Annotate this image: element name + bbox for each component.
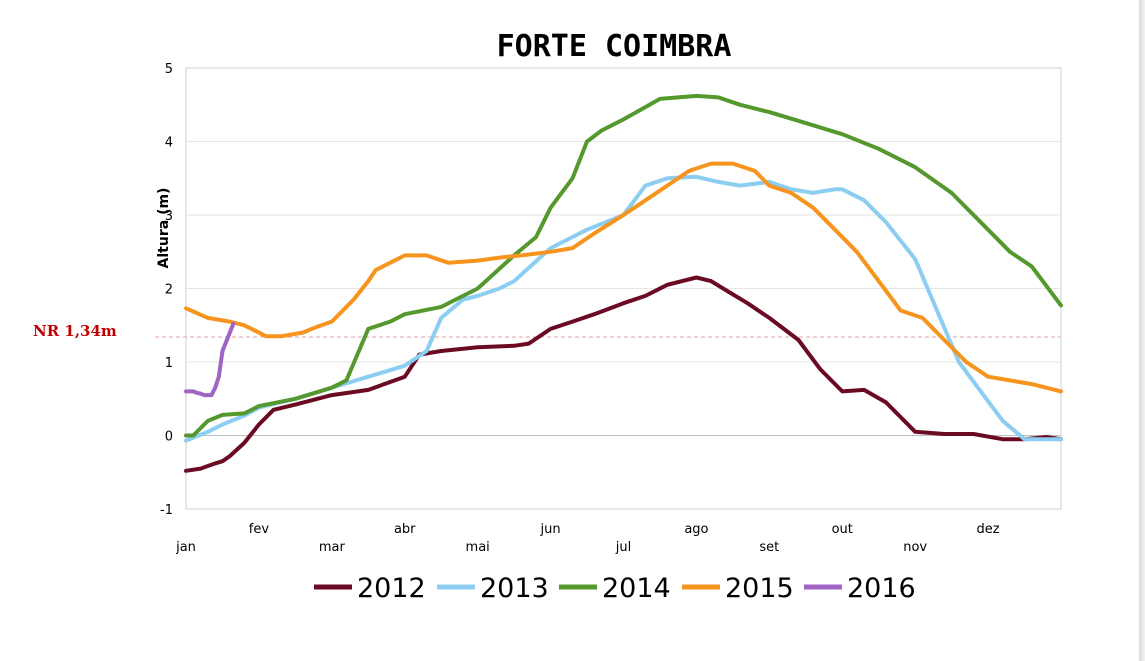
y-tick-label: 1 [165, 356, 173, 371]
legend-label: 2016 [847, 573, 916, 604]
x-tick-label: dez [977, 522, 1000, 537]
y-tick-labels: 5 4 3 2 1 0 -1 [160, 62, 173, 518]
x-tick-label: jan [175, 540, 196, 555]
x-tick-label: nov [903, 540, 927, 555]
y-tick-label: 0 [165, 430, 173, 445]
window-edge [1139, 0, 1145, 661]
chart-title: FORTE COIMBRA [497, 29, 732, 64]
y-tick-label: -1 [160, 503, 173, 518]
x-tick-label: jul [615, 540, 631, 555]
reference-line-label: NR 1,34m [33, 322, 117, 340]
x-tick-label: mai [466, 540, 490, 555]
x-tick-label: fev [249, 522, 270, 537]
plot-frame [185, 67, 1062, 510]
legend-item-2013: 2013 [437, 573, 549, 604]
x-tick-label: ago [684, 522, 708, 537]
x-tick-label: abr [394, 522, 416, 537]
legend-item-2012: 2012 [314, 573, 426, 604]
legend-item-2016: 2016 [804, 573, 916, 604]
series-line-2012 [184, 275, 1063, 473]
legend-label: 2014 [602, 573, 671, 604]
x-tick-label: set [759, 540, 779, 555]
series-line-2016 [184, 321, 236, 398]
y-tick-label: 2 [165, 283, 173, 298]
y-tick-label: 5 [165, 62, 173, 77]
legend-label: 2013 [480, 573, 549, 604]
legend-item-2015: 2015 [682, 573, 794, 604]
x-tick-label: jun [540, 522, 561, 537]
legend-label: 2012 [357, 573, 426, 604]
y-tick-label: 3 [165, 209, 173, 224]
series-line-2015 [184, 161, 1063, 394]
y-axis-label: Altura (m) [156, 188, 172, 269]
x-tick-label: mar [319, 540, 346, 555]
series-lines [184, 93, 1063, 473]
legend: 2012 2013 2014 2015 2016 [314, 573, 916, 604]
x-tick-label: out [832, 522, 853, 537]
plot-area: NR 1,34m 5 4 3 2 1 0 -1 jan fev mar abr mai jun jul a… [33, 62, 1063, 555]
legend-label: 2015 [725, 573, 794, 604]
series-line-2014 [184, 93, 1063, 438]
x-tick-labels: jan fev mar abr mai jun jul ago set out nov dez [175, 522, 1000, 555]
legend-item-2014: 2014 [559, 573, 671, 604]
y-tick-label: 4 [165, 136, 173, 151]
